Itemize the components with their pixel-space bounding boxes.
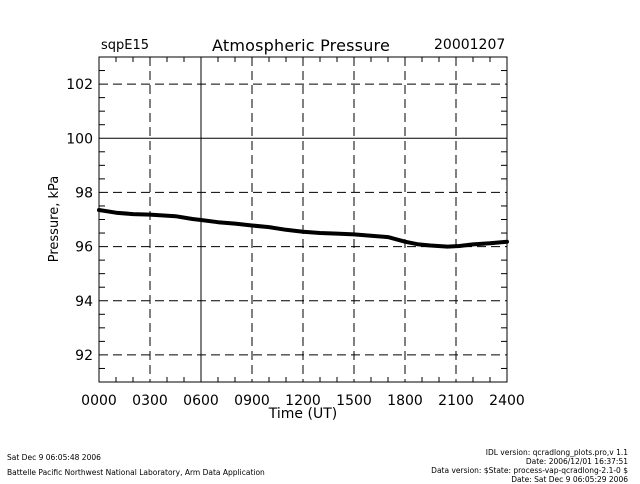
idl-date: Date: 2006/12/01 16:37:51 xyxy=(525,457,628,466)
x-tick-label: 2100 xyxy=(438,393,474,409)
footer-timestamp: Sat Dec 9 06:05:48 2006 xyxy=(7,453,101,462)
grid-layer xyxy=(99,57,507,382)
y-tick-label: 102 xyxy=(66,77,93,93)
chart-title: Atmospheric Pressure xyxy=(212,36,391,55)
data-version: Data version: $State: process-vap-qcradl… xyxy=(431,466,628,475)
x-tick-label: 2400 xyxy=(489,393,525,409)
x-tick-label: 0300 xyxy=(132,393,168,409)
y-tick-label: 94 xyxy=(75,294,93,310)
x-tick-label: 1800 xyxy=(387,393,423,409)
x-tick-label: 0600 xyxy=(183,393,219,409)
ticks-layer xyxy=(99,57,507,382)
series-line-pressure xyxy=(97,208,509,249)
plot-frame xyxy=(98,56,508,383)
series-layer xyxy=(97,208,509,249)
footer-organization: Battelle Pacific Northwest National Labo… xyxy=(7,468,265,477)
y-axis-label: Pressure, kPa xyxy=(47,176,62,263)
footer-version-block: IDL version: qcradlong_plots.pro,v 1.1 D… xyxy=(431,448,628,484)
y-tick-label: 100 xyxy=(66,131,93,147)
x-tick-label: 0900 xyxy=(234,393,270,409)
x-tick-label: 1200 xyxy=(285,393,321,409)
x-tick-label: 1500 xyxy=(336,393,372,409)
station-label: sqpE15 xyxy=(101,38,150,53)
date-label: 20001207 xyxy=(434,37,506,53)
x-axis-label: Time (UT) xyxy=(268,406,337,422)
y-tick-label: 98 xyxy=(75,185,93,201)
y-tick-label: 96 xyxy=(75,240,93,256)
idl-version: IDL version: qcradlong_plots.pro,v 1.1 xyxy=(485,448,628,457)
y-tick-label: 92 xyxy=(75,348,93,364)
tick-labels-layer: 0000 0300 0600 0900 1200 1500 1800 2100 2400 92 94… xyxy=(66,77,525,409)
x-tick-label: 0000 xyxy=(81,393,117,409)
